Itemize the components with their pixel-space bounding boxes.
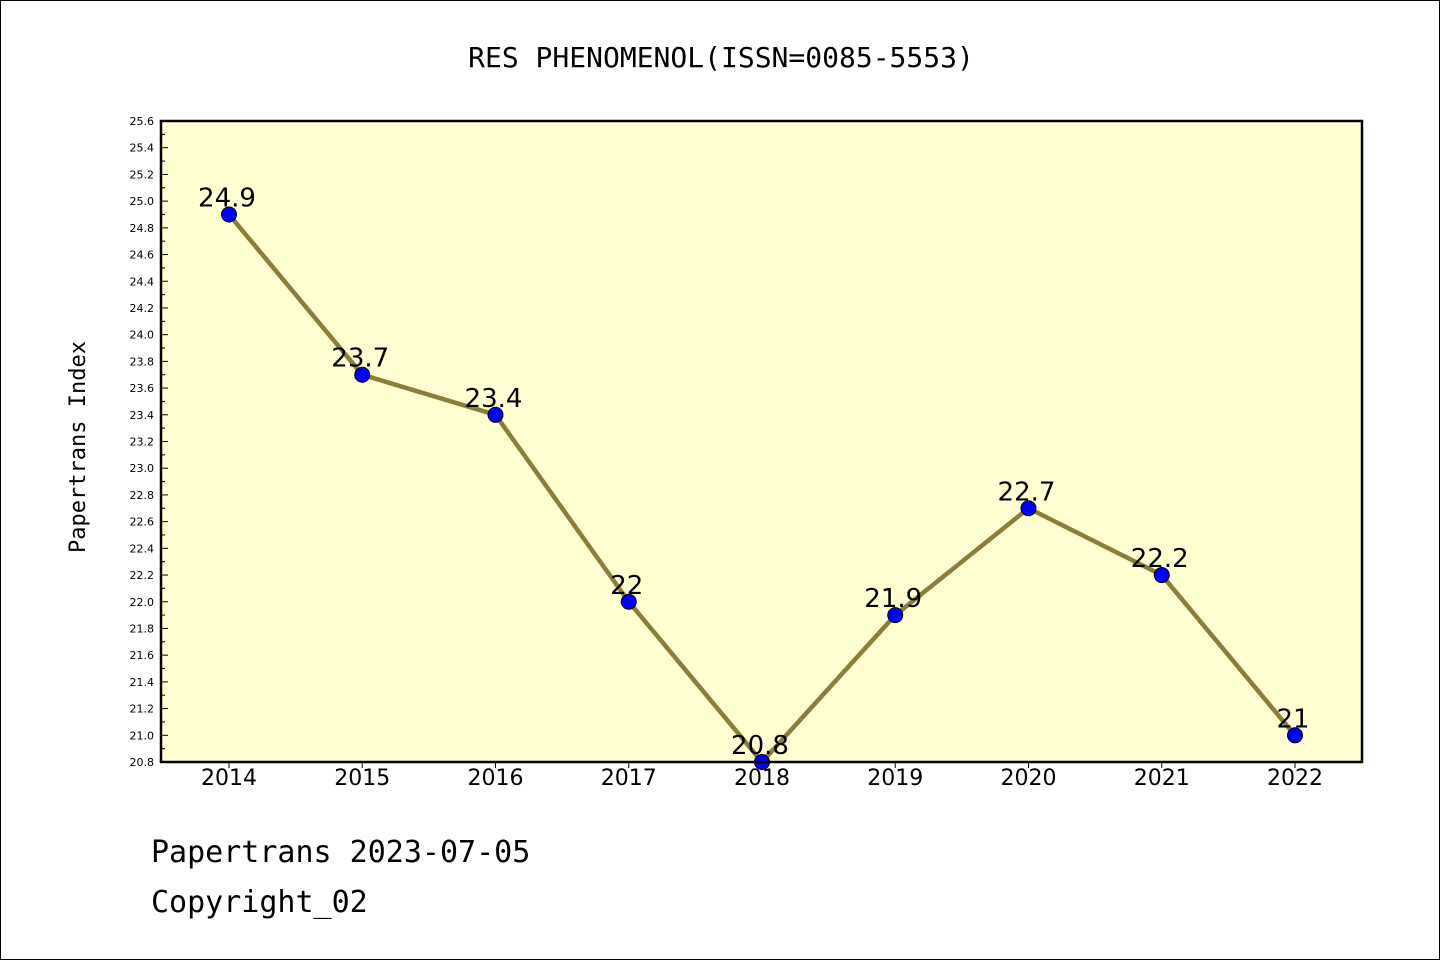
x-tick-label: 2021 (1134, 766, 1190, 791)
data-point (620, 593, 637, 610)
y-tick-label: 25.4 (130, 142, 155, 155)
y-axis: 20.8 21.0 21.2 21.4 21.6 21.8 22.0 22.2 22.4 22.6… (130, 115, 168, 769)
plot-area (161, 121, 1362, 762)
x-tick-label: 2015 (334, 766, 390, 791)
y-tick-label: 21.4 (130, 676, 155, 689)
footer-date: Papertrans 2023-07-05 (151, 835, 531, 870)
y-tick-label: 22.8 (130, 489, 155, 502)
data-label: 20.8 (731, 731, 789, 761)
x-tick-label: 2018 (734, 766, 790, 791)
y-tick-label: 22.0 (130, 596, 155, 609)
y-tick-label: 24.8 (130, 222, 155, 235)
data-label: 23.4 (465, 384, 523, 414)
y-tick-label: 22.6 (130, 516, 155, 529)
data-point (1020, 500, 1037, 517)
data-label: 22.2 (1131, 544, 1189, 574)
y-tick-label: 24.2 (130, 302, 155, 315)
y-tick-label: 21.8 (130, 622, 155, 635)
data-label: 22.7 (998, 477, 1056, 507)
y-tick-label: 24.0 (130, 329, 155, 342)
x-tick-label: 2019 (867, 766, 923, 791)
data-label: 21.9 (864, 584, 922, 614)
data-point (1287, 727, 1303, 744)
chart-title: RES PHENOMENOL(ISSN=0085-5553) (468, 41, 974, 74)
x-tick-label: 2014 (201, 766, 257, 791)
y-tick-label: 23.2 (130, 436, 155, 449)
y-tick-label: 23.4 (130, 409, 155, 422)
y-tick-label: 21.6 (130, 649, 155, 662)
data-point (1153, 567, 1170, 584)
y-tick-label: 25.6 (130, 115, 155, 128)
x-tick-label: 2016 (468, 766, 524, 791)
x-tick-label: 2017 (601, 766, 657, 791)
data-point (354, 366, 371, 383)
x-tick-label: 2022 (1267, 766, 1323, 791)
y-tick-label: 25.0 (130, 195, 155, 208)
data-point (487, 406, 504, 423)
plot-border (159, 119, 1364, 764)
data-point (887, 607, 904, 624)
series-layer: 24.9 23.7 23.4 22 20.8 21.9 22.7 22.2 21 (198, 183, 1310, 770)
x-axis: 2014 2015 2016 2017 2018 2019 2020 2021 2022 (201, 762, 1323, 791)
y-tick-label: 24.6 (130, 249, 155, 262)
y-tick-label: 22.4 (130, 542, 155, 555)
data-point (221, 206, 237, 223)
data-label: 21 (1276, 704, 1309, 734)
data-label: 22 (610, 571, 643, 601)
y-tick-label: 20.8 (130, 756, 155, 769)
y-tick-label: 23.8 (130, 355, 155, 368)
data-label: 23.7 (331, 344, 389, 374)
y-tick-label: 25.2 (130, 168, 155, 181)
y-tick-label: 21.2 (130, 703, 155, 716)
y-tick-label: 23.0 (130, 462, 155, 475)
footer-copyright: Copyright_02 (151, 885, 368, 920)
data-label: 24.9 (198, 183, 256, 213)
y-tick-label: 23.6 (130, 382, 155, 395)
x-tick-label: 2020 (1001, 766, 1057, 791)
y-tick-label: 22.2 (130, 569, 155, 582)
y-tick-label: 21.0 (130, 729, 155, 742)
y-axis-label: Papertrans Index (66, 341, 91, 553)
y-tick-label: 24.4 (130, 275, 155, 288)
